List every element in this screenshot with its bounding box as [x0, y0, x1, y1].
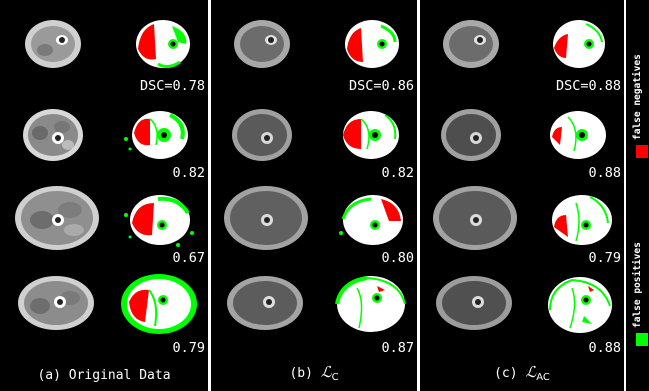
dsc-score: 0.67: [172, 250, 205, 266]
mri-slice-3: [430, 180, 520, 255]
panel-divider: [624, 0, 626, 391]
segmentation-overlay-4: [115, 268, 200, 340]
panel-loss-ac: DSC=0.88 0.88: [420, 0, 624, 391]
dsc-score: 0.82: [381, 165, 414, 181]
legend-swatch-false-negatives: [636, 145, 648, 158]
mri-slice-4: [223, 272, 307, 334]
segmentation-overlay-2: [120, 105, 195, 165]
segmentation-overlay-4: [327, 268, 412, 340]
segmentation-overlay-3: [331, 185, 411, 255]
mri-slice-2: [436, 105, 506, 165]
mri-slice-1: [227, 14, 297, 74]
dsc-score: 0.82: [172, 165, 205, 181]
segmentation-overlay-2: [331, 105, 406, 165]
panel-divider: [417, 0, 420, 391]
segmentation-overlay-3: [118, 185, 198, 255]
dsc-score: 0.79: [172, 340, 205, 356]
color-legend: false negatives false positives: [626, 0, 649, 391]
legend-label-false-negatives: false negatives: [632, 54, 643, 140]
segmentation-overlay-1: [337, 14, 407, 74]
legend-swatch-false-positives: [636, 333, 648, 346]
mri-slice-2: [227, 105, 297, 165]
panel-caption: (b) ℒC: [289, 363, 339, 383]
mri-slice-3: [12, 180, 102, 255]
segmentation-overlay-1: [128, 14, 198, 74]
dsc-score: 0.88: [588, 340, 621, 356]
mri-slice-1: [18, 14, 88, 74]
dsc-score: 0.87: [381, 340, 414, 356]
dsc-score: DSC=0.88: [555, 78, 621, 94]
dsc-score: 0.79: [588, 250, 621, 266]
mri-slice-4: [432, 272, 516, 334]
panel-original-data: DSC=0.78 0.82: [0, 0, 208, 391]
segmentation-overlay-4: [536, 270, 621, 340]
mri-slice-1: [436, 14, 506, 74]
segmentation-overlay-1: [544, 14, 614, 74]
mri-slice-3: [221, 180, 311, 255]
panel-caption: (a) Original Data: [37, 368, 171, 383]
segmentation-overlay-2: [538, 105, 613, 165]
segmentation-overlay-3: [540, 185, 620, 255]
panel-caption: (c) ℒAC: [494, 363, 550, 383]
legend-label-false-positives: false positives: [632, 242, 643, 328]
dsc-score: DSC=0.78: [139, 78, 205, 94]
dsc-score: 0.80: [381, 250, 414, 266]
panel-divider: [208, 0, 211, 391]
mri-slice-4: [14, 272, 98, 334]
mri-slice-2: [18, 105, 88, 165]
dsc-score: 0.88: [588, 165, 621, 181]
panel-loss-c: DSC=0.86 0.82: [211, 0, 417, 391]
dsc-score: DSC=0.86: [348, 78, 414, 94]
